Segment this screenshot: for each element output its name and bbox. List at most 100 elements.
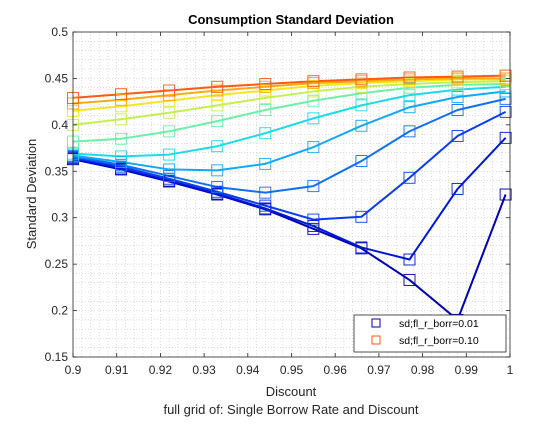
y-tick-label: 0.25	[45, 257, 69, 271]
axis-ticks	[72, 31, 511, 358]
caption: full grid of: Single Borrow Rate and Dis…	[163, 402, 418, 417]
series-line-7	[72, 80, 506, 126]
series-1-point	[451, 182, 464, 195]
series-10-point	[163, 84, 176, 97]
series-5-point	[259, 127, 272, 140]
series-2-point	[451, 130, 464, 142]
series-3-point	[355, 155, 368, 168]
series-0-point	[499, 188, 512, 201]
series-1-point	[355, 241, 368, 254]
series-3-point	[403, 125, 416, 138]
legend-label-0: sd;fl_r_borr=0.01	[399, 318, 479, 330]
series-4-point	[451, 91, 464, 103]
series-2-point	[403, 171, 416, 184]
series-3-point	[259, 186, 272, 199]
legend-marker-0	[371, 318, 381, 328]
series-5-point	[211, 140, 224, 153]
series-10-point	[115, 88, 128, 101]
series-4-point	[307, 141, 320, 154]
series-7-point	[115, 113, 128, 126]
x-axis-label: Discount	[266, 384, 317, 399]
x-tick-label: 0.91	[105, 363, 129, 377]
series-10-point	[259, 78, 272, 90]
legend-label-1: sd;fl_r_borr=0.10	[399, 335, 479, 347]
series-2-point	[499, 105, 512, 118]
x-tick-label: 0.97	[367, 363, 391, 377]
series-7-point	[163, 106, 176, 119]
y-tick-label: 0.5	[51, 25, 68, 39]
series-3-point	[451, 104, 464, 116]
series-10-point	[499, 69, 512, 82]
series-6-point	[211, 115, 224, 128]
series-6-point	[259, 104, 272, 116]
legend: sd;fl_r_borr=0.01 sd;fl_r_borr=0.10	[353, 314, 507, 353]
chart-title: Consumption Standard Deviation	[188, 12, 394, 27]
x-tick-label: 0.9	[65, 363, 82, 377]
series-8-point	[115, 100, 128, 113]
series-6-point	[163, 125, 176, 138]
series-7-point	[211, 99, 224, 112]
series-line-4	[72, 90, 506, 172]
y-tick-label: 0.15	[45, 350, 69, 364]
series-1-point	[307, 220, 320, 233]
series-1-point	[499, 131, 512, 144]
series-5-point	[115, 150, 128, 163]
series-line-3	[72, 97, 506, 194]
series-6-point	[115, 132, 128, 145]
series-line-10	[72, 74, 506, 99]
y-tick-label: 0.3	[51, 211, 68, 225]
y-tick-label: 0.4	[51, 118, 68, 132]
series-4-point	[163, 163, 176, 176]
series-line-8	[72, 78, 506, 112]
series-4-point	[355, 119, 368, 132]
series-3-point	[211, 181, 224, 194]
series-markers	[67, 69, 512, 326]
series-line-5	[72, 85, 506, 158]
y-tick-label: 0.45	[45, 71, 69, 85]
series-5-point	[163, 148, 176, 161]
x-tick-label: 0.93	[192, 363, 216, 377]
series-line-1	[72, 137, 507, 261]
series-2-point	[355, 210, 368, 223]
y-axis-label: Standard Deviation	[24, 139, 39, 250]
x-tick-label: 0.96	[324, 363, 348, 377]
series-line-6	[72, 83, 506, 143]
series-5-point	[307, 112, 320, 125]
series-4-point	[259, 157, 272, 170]
series-1-point	[403, 253, 416, 266]
y-tick-label: 0.35	[45, 164, 69, 178]
series-6-point	[355, 87, 368, 100]
legend-box	[353, 314, 507, 353]
y-tick-labels: 0.15 0.2 0.25 0.3 0.35 0.4 0.45 0.5	[45, 25, 69, 364]
series-10-point	[403, 71, 416, 84]
series-3-point	[307, 180, 320, 193]
x-tick-label: 0.92	[149, 363, 173, 377]
series-4-point	[211, 164, 224, 177]
legend-marker-1	[371, 335, 381, 345]
y-tick-label: 0.2	[51, 304, 68, 318]
x-tick-label: 0.99	[455, 363, 479, 377]
series-2-point	[259, 199, 272, 212]
series-10-point	[307, 75, 320, 88]
series-4-point	[403, 101, 416, 114]
x-tick-label: 0.95	[280, 363, 304, 377]
series-10-point	[451, 70, 464, 83]
series-10-point	[355, 73, 368, 86]
series-6-point	[307, 94, 320, 107]
x-tick-label: 0.98	[411, 363, 435, 377]
series-3-point	[499, 92, 512, 105]
series-line-2	[72, 110, 507, 221]
x-tick-labels: 0.9 0.91 0.92 0.93 0.94 0.95 0.96 0.97 0.98 0.99 1	[65, 363, 514, 377]
series-2-point	[307, 213, 320, 226]
series-line-9	[72, 77, 506, 105]
series-0-point	[403, 273, 416, 286]
series-5-point	[355, 99, 368, 112]
series-3-point	[163, 169, 176, 182]
x-tick-label: 1	[507, 363, 514, 377]
grid	[73, 32, 510, 357]
x-tick-label: 0.94	[236, 363, 260, 377]
series-10-point	[211, 80, 224, 93]
series-lines	[72, 74, 507, 321]
